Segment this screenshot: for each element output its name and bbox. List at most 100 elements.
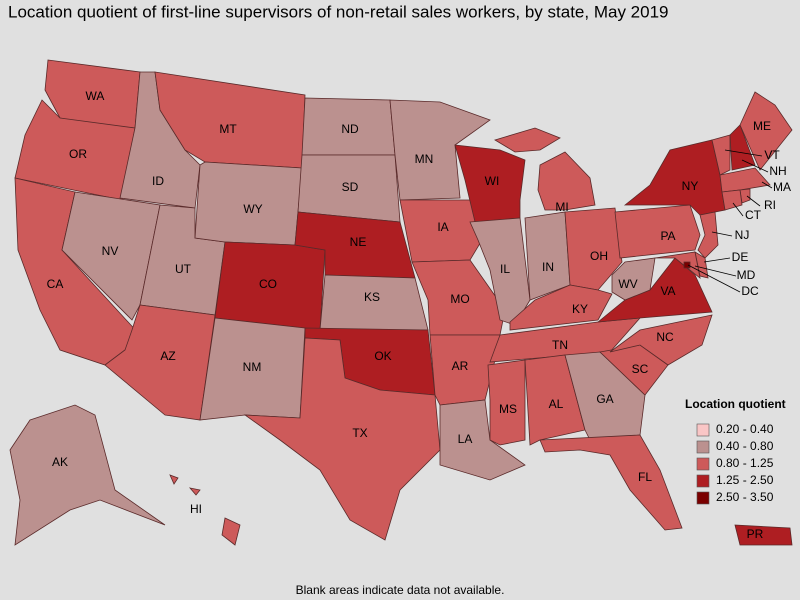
state-label: WI <box>485 174 500 188</box>
leader-line <box>741 159 769 173</box>
state <box>564 207 623 291</box>
state <box>697 211 719 259</box>
state-label: MO <box>450 292 469 306</box>
state <box>721 189 743 211</box>
state-label: KY <box>572 302 588 316</box>
state-label: NC <box>656 330 674 344</box>
state-label: ND <box>341 122 359 136</box>
state <box>9 404 166 546</box>
state-label: SC <box>632 362 649 376</box>
state-label: PR <box>747 527 764 541</box>
state-label: UT <box>175 262 192 276</box>
state <box>509 284 613 331</box>
state <box>469 217 531 326</box>
state-label: NV <box>102 244 119 258</box>
state-label: NM <box>243 360 262 374</box>
state <box>214 241 326 331</box>
state <box>524 354 586 446</box>
state <box>614 204 701 259</box>
state-label: GA <box>596 392 613 406</box>
state <box>539 434 683 531</box>
state <box>739 91 793 171</box>
state-label: AZ <box>160 349 175 363</box>
state <box>454 144 526 223</box>
state <box>734 524 793 546</box>
state-label: LA <box>458 432 473 446</box>
state-label: ID <box>152 174 164 188</box>
state-label: VA <box>660 284 675 298</box>
state-label: TN <box>552 338 568 352</box>
state <box>683 261 691 269</box>
legend-label: 0.80 - 1.25 <box>716 456 774 470</box>
state <box>389 99 491 201</box>
state <box>623 139 726 216</box>
state-label: IL <box>500 262 510 276</box>
legend-label: 0.40 - 0.80 <box>716 439 774 453</box>
legend-label: 2.50 - 3.50 <box>716 490 774 504</box>
state <box>439 399 526 481</box>
states <box>9 59 793 546</box>
state-label: SD <box>342 180 359 194</box>
state-label: AR <box>452 359 469 373</box>
map-title: Location quotient of first-line supervis… <box>8 2 669 21</box>
state-label: RI <box>764 198 776 212</box>
state <box>494 127 596 211</box>
state <box>719 167 771 193</box>
state-label: OR <box>69 147 87 161</box>
leader-line <box>724 149 763 157</box>
state-label: MD <box>737 268 756 282</box>
leader-line <box>694 265 737 277</box>
state-label: WV <box>618 277 637 291</box>
footnote: Blank areas indicate data not available. <box>296 583 505 597</box>
state-label: NE <box>350 235 367 249</box>
state <box>729 124 756 171</box>
state <box>489 317 641 363</box>
state-label: WY <box>243 202 262 216</box>
state-label: IA <box>437 220 448 234</box>
state-label: OH <box>590 249 608 263</box>
legend-swatch <box>696 474 710 488</box>
state-labels: WA OR CA ID NV UT AZ MT WY CO NM ND SD NE KS OK TX MN IA MO… <box>47 89 791 541</box>
state-label: FL <box>638 470 652 484</box>
leader-line <box>687 264 741 293</box>
state-label: MI <box>555 200 568 214</box>
leader-line <box>746 195 761 207</box>
leader-line <box>703 257 731 263</box>
state-label: DC <box>741 284 759 298</box>
leader-line <box>732 202 744 217</box>
state-label: HI <box>190 502 202 516</box>
state-label: WA <box>86 89 105 103</box>
state <box>243 337 441 541</box>
state-label: MN <box>415 152 434 166</box>
state-label: KS <box>364 290 380 304</box>
state-label: CT <box>745 208 762 222</box>
state <box>524 211 571 301</box>
state-label: VT <box>764 148 780 162</box>
state-label: IN <box>542 260 554 274</box>
state <box>61 191 161 321</box>
state-label: DE <box>732 250 749 264</box>
state-label: CO <box>259 277 277 291</box>
legend: 0.20 - 0.40 0.40 - 0.80 0.80 - 1.25 1.25 - … <box>696 422 774 505</box>
legend-swatch <box>696 423 710 437</box>
legend-swatch <box>696 440 710 454</box>
state <box>711 134 731 176</box>
state-label: PA <box>660 229 675 243</box>
state-label: NH <box>769 164 786 178</box>
state <box>654 251 701 279</box>
legend-title: Location quotient <box>685 397 786 411</box>
state-label: MS <box>499 402 517 416</box>
state <box>399 199 486 263</box>
state-label: TX <box>352 426 367 440</box>
legend-swatch <box>696 491 710 505</box>
legend-swatch <box>696 457 710 471</box>
state-label: AK <box>52 455 68 469</box>
state-label: CA <box>47 277 64 291</box>
leader-line <box>711 231 733 237</box>
state-label: OK <box>374 349 391 363</box>
state-label: NJ <box>735 228 750 242</box>
state <box>609 314 713 366</box>
leader-line <box>761 181 773 189</box>
legend-label: 0.20 - 0.40 <box>716 422 774 436</box>
